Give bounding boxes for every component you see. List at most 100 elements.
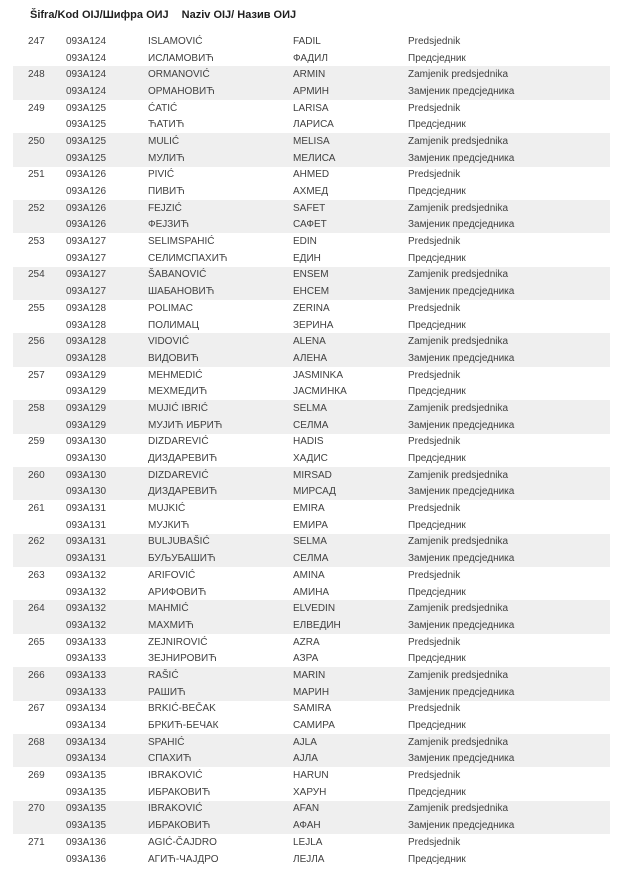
code-cell: 093A133 bbox=[66, 686, 107, 698]
role-cell: Predsjednik bbox=[408, 836, 461, 848]
role-cell: Zamjenik predsjednika bbox=[408, 402, 509, 414]
first-name-cell: ARMIN bbox=[293, 69, 326, 81]
surname-cell: SELIMSPAHIĆ bbox=[148, 236, 215, 248]
table-row: 260 093A130 DIZDAREVIĆ MIRSAD Zamjenik preds… bbox=[13, 466, 610, 484]
table-row: 256 093A128 VIDOVIĆ ALENA Zamjenik predsjedn… bbox=[13, 333, 610, 351]
surname-cell: БУЉУБАШИЋ bbox=[148, 553, 216, 565]
surname-cell: СПАХИЋ bbox=[148, 753, 192, 765]
table-row: 255 093A128 POLIMAC ZERINA Predsjednik bbox=[13, 300, 610, 317]
table-row: 270 093A135 IBRAKOVIĆ AFAN Zamjenik predsjed… bbox=[13, 800, 610, 818]
role-cell: Zamjenik predsjednika bbox=[408, 69, 509, 81]
first-name-cell: EDIN bbox=[293, 236, 317, 248]
row-number-cell: 269 bbox=[28, 770, 45, 782]
code-cell: 093A134 bbox=[66, 736, 107, 748]
first-name-cell: СЕЛМА bbox=[293, 553, 329, 565]
surname-cell: SPAHIĆ bbox=[148, 736, 185, 748]
table-row: 093A135 ИБРАКОВИЋ АФАН Замјеник предсједник… bbox=[13, 817, 610, 834]
surname-cell: MUJIĆ IBRIĆ bbox=[148, 402, 208, 414]
role-cell: Замјеник предсједника bbox=[408, 820, 515, 832]
surname-cell: ĆATIĆ bbox=[148, 102, 178, 114]
code-cell: 093A128 bbox=[66, 302, 107, 314]
table-row: 093A132 МАХМИЋ ЕЛВЕДИН Замјеник предсједник… bbox=[13, 617, 610, 634]
table-row: 093A132 АРИФОВИЋ АМИНА Предсједник bbox=[13, 584, 610, 601]
code-cell: 093A132 bbox=[66, 603, 107, 615]
row-number-cell: 271 bbox=[28, 836, 45, 848]
code-cell: 093A127 bbox=[66, 269, 107, 281]
role-cell: Замјеник предсједника bbox=[408, 419, 515, 431]
role-cell: Zamjenik predsjednika bbox=[408, 336, 509, 348]
code-cell: 093A133 bbox=[66, 653, 107, 665]
row-number-cell: 258 bbox=[28, 402, 45, 414]
surname-cell: ПОЛИМАЦ bbox=[148, 319, 200, 331]
role-cell: Предсједник bbox=[408, 786, 466, 798]
surname-cell: FEJZIĆ bbox=[148, 202, 182, 214]
role-cell: Predsjednik bbox=[408, 35, 461, 47]
surname-cell: ШАБАНОВИЋ bbox=[148, 286, 215, 298]
table-row: 257 093A129 MEHMEDIĆ JASMINKA Predsjednik bbox=[13, 367, 610, 384]
surname-cell: БРКИЋ-БЕЧАК bbox=[148, 720, 219, 732]
first-name-cell: AMINA bbox=[293, 569, 325, 581]
surname-cell: ЗЕЈНИРОВИЋ bbox=[148, 653, 217, 665]
table-row: 093A136 АГИЋ-ЧАЈДРО ЛЕЈЛА Предсједник bbox=[13, 851, 610, 868]
row-number-cell: 263 bbox=[28, 569, 45, 581]
first-name-cell: ФАДИЛ bbox=[293, 52, 328, 64]
role-cell: Предсједник bbox=[408, 119, 466, 131]
surname-cell: POLIMAC bbox=[148, 302, 194, 314]
role-cell: Zamjenik predsjednika bbox=[408, 736, 509, 748]
surname-cell: ОРМАНОВИЋ bbox=[148, 85, 215, 97]
code-cell: 093A135 bbox=[66, 820, 107, 832]
code-cell: 093A132 bbox=[66, 569, 107, 581]
surname-cell: ZEJNIROVIĆ bbox=[148, 636, 208, 648]
first-name-cell: ELVEDIN bbox=[293, 603, 336, 615]
code-cell: 093A136 bbox=[66, 836, 107, 848]
code-cell: 093A133 bbox=[66, 669, 107, 681]
row-number-cell: 259 bbox=[28, 436, 45, 448]
first-name-cell: САФЕТ bbox=[293, 219, 327, 231]
surname-cell: МУЛИЋ bbox=[148, 152, 185, 164]
first-name-cell: ЛАРИСА bbox=[293, 119, 334, 131]
surname-cell: МУЈИЋ ИБРИЋ bbox=[148, 419, 223, 431]
row-number-cell: 254 bbox=[28, 269, 45, 281]
surname-cell: ŠABANOVIĆ bbox=[148, 269, 207, 281]
row-number-cell: 261 bbox=[28, 503, 45, 515]
role-cell: Zamjenik predsjednika bbox=[408, 135, 509, 147]
code-cell: 093A129 bbox=[66, 419, 107, 431]
row-number-cell: 268 bbox=[28, 736, 45, 748]
table-row: 252 093A126 FEJZIĆ SAFET Zamjenik predsjedni… bbox=[13, 199, 610, 217]
row-number-cell: 248 bbox=[28, 69, 45, 81]
table-row: 263 093A132 ARIFOVIĆ AMINA Predsjednik bbox=[13, 567, 610, 584]
code-cell: 093A131 bbox=[66, 553, 107, 565]
row-number-cell: 265 bbox=[28, 636, 45, 648]
surname-cell: PIVIĆ bbox=[148, 169, 175, 181]
code-cell: 093A135 bbox=[66, 786, 107, 798]
first-name-cell: LARISA bbox=[293, 102, 329, 114]
role-cell: Предсједник bbox=[408, 653, 466, 665]
role-cell: Замјеник предсједника bbox=[408, 686, 515, 698]
table-row: 093A128 ВИДОВИЋ АЛЕНА Замјеник предсједника bbox=[13, 350, 610, 367]
surname-cell: ДИЗДАРЕВИЋ bbox=[148, 486, 218, 498]
first-name-cell: MIRSAD bbox=[293, 469, 332, 481]
first-name-cell: САМИРА bbox=[293, 720, 335, 732]
first-name-cell: AZRA bbox=[293, 636, 320, 648]
first-name-cell: JASMINKA bbox=[293, 369, 344, 381]
table-row: 093A126 ПИВИЋ АХМЕД Предсједник bbox=[13, 183, 610, 200]
surname-cell: MEHMEDIĆ bbox=[148, 369, 203, 381]
table-row: 250 093A125 MULIĆ MELISA Zamjenik predsjedni… bbox=[13, 133, 610, 150]
role-cell: Замјеник предсједника bbox=[408, 152, 515, 164]
table-row: 093A127 ШАБАНОВИЋ ЕНСЕМ Замјеник предсједни… bbox=[13, 283, 610, 300]
code-cell: 093A133 bbox=[66, 636, 107, 648]
code-cell: 093A126 bbox=[66, 202, 107, 214]
first-name-cell: ХАДИС bbox=[293, 453, 328, 465]
surname-cell: СЕЛИМСПАХИЋ bbox=[148, 252, 228, 264]
code-cell: 093A135 bbox=[66, 770, 107, 782]
surname-cell: MAHMIĆ bbox=[148, 603, 189, 615]
surname-cell: РАШИЋ bbox=[148, 686, 186, 698]
role-cell: Замјеник предсједника bbox=[408, 352, 515, 364]
table-row: 093A134 СПАХИЋ АЈЛА Замјеник предсједника bbox=[13, 750, 610, 768]
first-name-cell: МЕЛИСА bbox=[293, 152, 336, 164]
code-cell: 093A124 bbox=[66, 35, 107, 47]
code-cell: 093A129 bbox=[66, 369, 107, 381]
role-cell: Predsjednik bbox=[408, 236, 461, 248]
first-name-cell: ХАРУН bbox=[293, 786, 327, 798]
table-row: 269 093A135 IBRAKOVIĆ HARUN Predsjednik bbox=[13, 767, 610, 784]
